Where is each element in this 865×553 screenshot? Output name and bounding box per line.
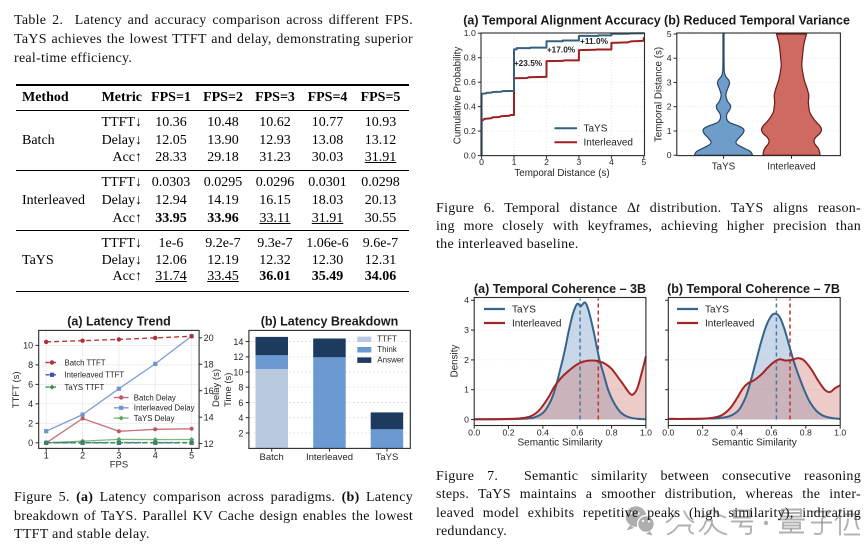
svg-text:Interleaved TTFT: Interleaved TTFT — [65, 371, 125, 380]
svg-text:0: 0 — [28, 438, 33, 448]
svg-text:(a) Temporal Alignment Accurac: (a) Temporal Alignment Accuracy — [463, 13, 661, 27]
svg-text:14: 14 — [233, 337, 243, 347]
svg-text:4: 4 — [667, 53, 672, 63]
svg-text:16: 16 — [204, 386, 214, 396]
svg-text:1: 1 — [44, 450, 49, 460]
svg-text:0.6: 0.6 — [765, 427, 777, 437]
svg-text:TaYS: TaYS — [584, 124, 608, 135]
svg-text:(a) Temporal Coherence – 3B: (a) Temporal Coherence – 3B — [474, 282, 646, 296]
svg-text:1: 1 — [512, 157, 517, 167]
svg-text:4: 4 — [153, 450, 158, 460]
svg-text:+23.5%: +23.5% — [514, 58, 543, 68]
svg-text:Temporal Distance (s): Temporal Distance (s) — [654, 47, 665, 142]
svg-text:0.8: 0.8 — [464, 53, 476, 63]
svg-text:Answer: Answer — [377, 355, 404, 364]
svg-text:20: 20 — [204, 333, 214, 343]
svg-text:3: 3 — [116, 450, 121, 460]
svg-text:Interleaved Delay: Interleaved Delay — [134, 404, 195, 413]
svg-text:TaYS: TaYS — [712, 161, 736, 172]
svg-text:4: 4 — [238, 413, 243, 423]
svg-text:10: 10 — [233, 367, 243, 377]
svg-text:3: 3 — [464, 325, 469, 335]
svg-text:4: 4 — [464, 295, 469, 305]
svg-text:0.2: 0.2 — [464, 126, 476, 136]
svg-text:2: 2 — [667, 102, 672, 112]
svg-text:Batch TTFT: Batch TTFT — [65, 358, 106, 367]
svg-text:5: 5 — [667, 29, 672, 39]
svg-text:3: 3 — [576, 157, 581, 167]
svg-text:1: 1 — [464, 385, 469, 395]
svg-text:1: 1 — [667, 126, 672, 136]
svg-text:0.0: 0.0 — [662, 427, 674, 437]
svg-text:0: 0 — [667, 150, 672, 160]
svg-text:Semantic Similarity: Semantic Similarity — [517, 437, 602, 448]
svg-text:6: 6 — [238, 398, 243, 408]
svg-text:Interleaved: Interleaved — [584, 137, 633, 148]
svg-text:3: 3 — [667, 77, 672, 87]
svg-text:0.0: 0.0 — [464, 151, 476, 161]
svg-text:(b) Reduced Temporal Variance: (b) Reduced Temporal Variance — [664, 13, 850, 27]
svg-text:Time (s): Time (s) — [223, 373, 234, 407]
svg-text:6: 6 — [28, 380, 33, 390]
svg-text:1.0: 1.0 — [834, 427, 846, 437]
svg-text:Think: Think — [377, 345, 398, 354]
svg-text:Semantic Similarity: Semantic Similarity — [712, 437, 797, 448]
svg-text:TTFT (s): TTFT (s) — [11, 371, 22, 408]
svg-text:TaYS TTFT: TaYS TTFT — [65, 383, 105, 392]
svg-text:0.0: 0.0 — [468, 427, 480, 437]
svg-text:0: 0 — [464, 414, 469, 424]
svg-text:0.2: 0.2 — [502, 427, 514, 437]
svg-text:2: 2 — [80, 450, 85, 460]
svg-text:Density: Density — [450, 345, 461, 378]
svg-text:0.6: 0.6 — [571, 427, 583, 437]
svg-text:2: 2 — [28, 419, 33, 429]
svg-text:1.0: 1.0 — [640, 427, 652, 437]
svg-text:5: 5 — [641, 157, 646, 167]
svg-text:8: 8 — [28, 360, 33, 370]
svg-text:+17.0%: +17.0% — [547, 45, 576, 55]
svg-text:(b) Latency Breakdown: (b) Latency Breakdown — [261, 314, 399, 328]
svg-text:0: 0 — [479, 157, 484, 167]
svg-text:0.8: 0.8 — [800, 427, 812, 437]
svg-text:4: 4 — [609, 157, 614, 167]
svg-text:18: 18 — [204, 360, 214, 370]
svg-text:0.4: 0.4 — [731, 427, 743, 437]
svg-text:0.2: 0.2 — [697, 427, 709, 437]
svg-text:TaYS: TaYS — [376, 452, 399, 463]
svg-text:(a) Latency Trend: (a) Latency Trend — [67, 314, 171, 328]
svg-text:10: 10 — [23, 341, 33, 351]
svg-text:Cumulative Probability: Cumulative Probability — [452, 47, 463, 145]
svg-text:0.8: 0.8 — [606, 427, 618, 437]
svg-text:Interleaved: Interleaved — [705, 319, 754, 330]
svg-text:2: 2 — [238, 428, 243, 438]
svg-text:Batch: Batch — [260, 452, 284, 463]
svg-text:Interleaved: Interleaved — [512, 319, 561, 330]
svg-text:5: 5 — [189, 450, 194, 460]
svg-text:+11.0%: +11.0% — [580, 36, 609, 46]
svg-text:TTFT: TTFT — [377, 335, 397, 344]
svg-text:0.4: 0.4 — [464, 102, 476, 112]
svg-text:Batch Delay: Batch Delay — [134, 393, 176, 402]
svg-text:Interleaved: Interleaved — [767, 161, 815, 172]
svg-text:4: 4 — [28, 399, 33, 409]
svg-text:12: 12 — [204, 439, 214, 449]
svg-text:FPS: FPS — [110, 460, 128, 471]
svg-text:Interleaved: Interleaved — [306, 452, 353, 463]
svg-text:TaYS Delay: TaYS Delay — [134, 414, 175, 423]
svg-text:2: 2 — [544, 157, 549, 167]
svg-text:0.4: 0.4 — [537, 427, 549, 437]
svg-text:TaYS: TaYS — [705, 305, 729, 316]
svg-text:8: 8 — [238, 383, 243, 393]
svg-text:(b) Temporal Coherence – 7B: (b) Temporal Coherence – 7B — [667, 282, 840, 296]
svg-text:2: 2 — [464, 355, 469, 365]
svg-text:Temporal Distance (s): Temporal Distance (s) — [514, 168, 609, 179]
svg-text:14: 14 — [204, 413, 214, 423]
svg-text:12: 12 — [233, 352, 243, 362]
svg-text:1.0: 1.0 — [464, 28, 476, 38]
svg-text:0.6: 0.6 — [464, 77, 476, 87]
svg-text:Delay (s): Delay (s) — [211, 369, 222, 407]
svg-text:TaYS: TaYS — [512, 305, 536, 316]
